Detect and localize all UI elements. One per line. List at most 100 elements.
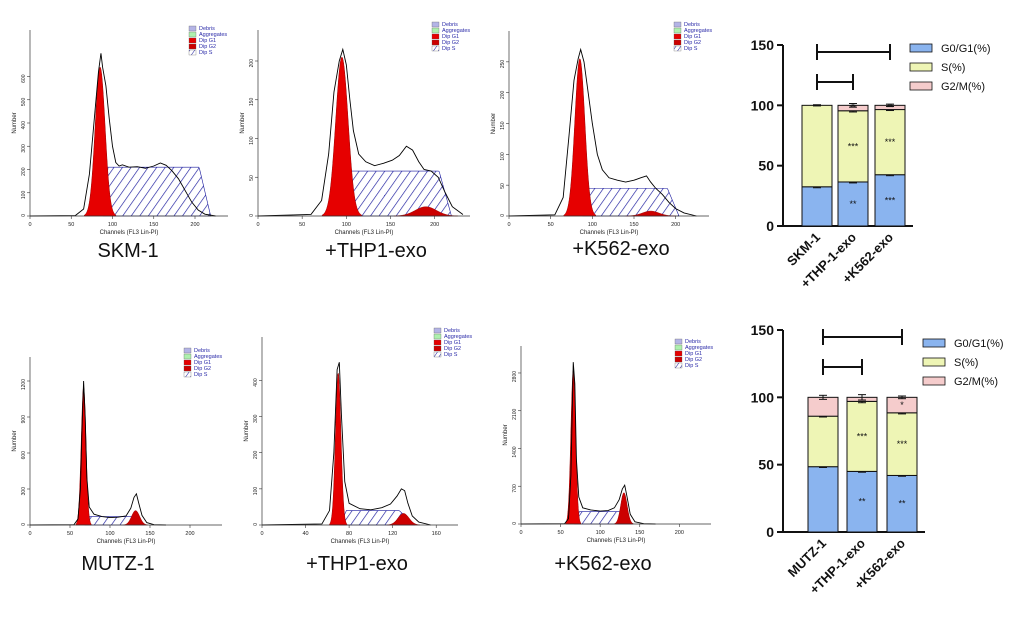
legend-swatch [922, 338, 946, 348]
legend-swatch-dip-g2 [433, 345, 442, 352]
y-tick-label: 0 [512, 522, 518, 525]
x-tick-label: 50 [558, 530, 564, 536]
bar-segment-s [807, 415, 839, 468]
y-axis-title: Number [244, 420, 250, 441]
bar-segment-g0g1 [837, 181, 869, 227]
dip-g2-peak [393, 206, 458, 217]
significance-marker: ** [898, 499, 906, 509]
y-tick-label: 300 [21, 487, 27, 496]
x-tick-label: 0 [28, 222, 31, 228]
bar-segment-s [846, 400, 878, 472]
legend-label: Dip G1 [685, 351, 702, 357]
panel-caption: MUTZ-1 [81, 553, 154, 575]
y-tick-label: 200 [249, 59, 255, 68]
legend-label: Dip G2 [444, 346, 461, 352]
y-tick-label: 150 [751, 37, 775, 53]
y-tick-label: 0 [21, 523, 27, 526]
x-tick-label: 50 [68, 222, 74, 228]
panel-caption: +K562-exo [572, 238, 669, 260]
legend-swatch-debris [431, 21, 440, 28]
legend-swatch-debris [673, 21, 682, 28]
y-tick-label: 1400 [512, 446, 518, 457]
bar-segment-g0g1 [801, 186, 833, 227]
x-tick-label: 0 [260, 531, 263, 537]
legend-label: Dip G1 [199, 38, 216, 44]
y-tick-label: 150 [249, 98, 255, 107]
y-tick-label: 100 [253, 487, 259, 496]
legend-label: Aggregates [194, 354, 222, 360]
y-tick-label: 0 [766, 524, 774, 540]
x-axis-title: Channels (FL3 Lin-PI) [100, 230, 159, 236]
x-tick-label: 0 [28, 531, 31, 537]
legend-label: Dip G1 [444, 340, 461, 346]
histogram-envelope-line [261, 362, 431, 526]
x-tick-label: 200 [430, 222, 439, 228]
y-tick-label: 200 [21, 167, 27, 176]
y-axis-title: Number [503, 424, 509, 445]
legend-label: S(%) [941, 62, 965, 74]
legend-label: Dip S [684, 46, 698, 52]
y-tick-label: 150 [500, 121, 506, 130]
bar-chart-panels: 050100150SKM-1*******+THP-1-exo********+… [751, 37, 1004, 597]
x-tick-label: 200 [675, 530, 684, 536]
legend-swatch-dip-s [431, 45, 440, 52]
significance-marker: *** [885, 137, 896, 147]
legend-swatch-dip-g1 [673, 33, 682, 40]
y-tick-label: 100 [751, 97, 775, 113]
histogram-envelope-line [29, 53, 216, 217]
y-axis-title: Number [491, 113, 497, 134]
legend-swatch-dip-g2 [673, 39, 682, 46]
legend-label: Dip S [194, 372, 208, 378]
y-tick-label: 500 [21, 98, 27, 107]
histogram-envelope-line [508, 47, 697, 217]
y-tick-label: 50 [758, 457, 774, 473]
panel-caption: SKM-1 [97, 240, 158, 262]
x-axis-title: Channels (FL3 Lin-PI) [97, 539, 156, 545]
legend-swatch-dip-g2 [183, 365, 192, 372]
y-tick-label: 250 [500, 60, 506, 69]
legend-swatch-debris [183, 347, 192, 354]
legend-swatch-aggregates [433, 333, 442, 340]
y-tick-label: 50 [249, 175, 255, 181]
dip-g2-peak [614, 492, 634, 525]
y-tick-label: 50 [758, 158, 774, 174]
legend-label: G0/G1(%) [954, 338, 1004, 350]
histogram-envelope-line [520, 362, 656, 525]
x-tick-label: 0 [507, 222, 510, 228]
legend-swatch-dip-s [433, 351, 442, 358]
legend-label: Debris [685, 339, 701, 345]
dip-s-region [582, 187, 680, 217]
significance-marker: *** [857, 431, 868, 441]
y-tick-label: 0 [766, 218, 774, 234]
x-axis-title: Channels (FL3 Lin-PI) [335, 230, 394, 236]
legend-swatch-dip-g2 [674, 356, 683, 363]
y-tick-label: 300 [21, 144, 27, 153]
y-tick-label: 400 [21, 121, 27, 130]
y-tick-label: 50 [500, 183, 506, 189]
significance-marker: ** [849, 103, 857, 113]
panel-caption: +K562-exo [554, 553, 651, 575]
x-tick-label: 160 [432, 531, 441, 537]
legend-label: Debris [444, 328, 460, 334]
y-tick-label: 150 [751, 322, 775, 338]
histogram-panels: 0 50 100 150 2000100200300400500600Channels … [12, 21, 713, 575]
significance-marker: *** [897, 439, 908, 449]
legend-swatch-aggregates [431, 27, 440, 34]
bar-segment-s [874, 109, 906, 176]
legend-label: Debris [199, 26, 215, 32]
legend-swatch-dip-g1 [188, 37, 197, 44]
legend-swatch-dip-g1 [674, 350, 683, 357]
legend-label: G0/G1(%) [941, 43, 991, 55]
dip-g1-peak [84, 66, 117, 217]
x-tick-label: 100 [108, 222, 117, 228]
y-tick-label: 400 [253, 378, 259, 387]
x-tick-label: 50 [548, 222, 554, 228]
legend-swatch [909, 62, 933, 72]
histogram-panel-skm1-thp1: 0 50 100 150 200 0 50 100 150 200 Channels (FL3 Li… [240, 21, 470, 262]
bar-segment-g2m [807, 396, 839, 417]
dip-g2-peak [625, 210, 676, 217]
y-axis-title: Number [240, 112, 246, 133]
x-tick-label: 100 [342, 222, 351, 228]
x-axis-title: Channels (FL3 Lin-PI) [331, 539, 390, 545]
legend-swatch-dip-s [674, 362, 683, 369]
